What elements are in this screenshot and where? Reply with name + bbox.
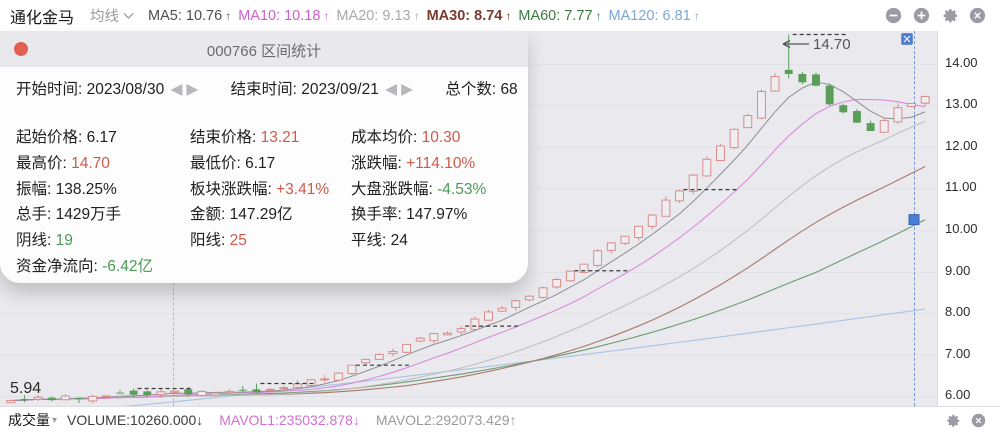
- svg-text:14.70: 14.70: [813, 36, 851, 53]
